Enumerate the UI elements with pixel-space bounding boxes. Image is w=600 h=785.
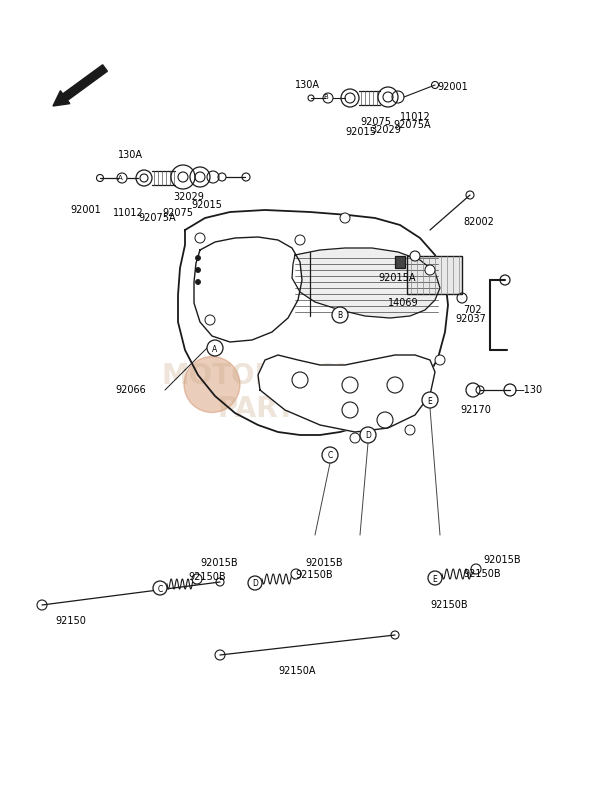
Text: 92075A: 92075A [138, 213, 176, 223]
Text: 130A: 130A [295, 80, 320, 90]
Text: 92015A: 92015A [378, 273, 415, 283]
Text: 702: 702 [463, 305, 482, 315]
Circle shape [422, 392, 438, 408]
Text: 92170: 92170 [460, 405, 491, 415]
Text: 82002: 82002 [463, 217, 494, 227]
Text: 92001: 92001 [70, 205, 101, 215]
Circle shape [435, 355, 445, 365]
Text: 92001: 92001 [437, 82, 468, 92]
Text: B: B [337, 312, 343, 320]
Text: 92150B: 92150B [295, 570, 332, 580]
Text: —130: —130 [515, 385, 543, 395]
Text: 92015B: 92015B [200, 558, 238, 568]
Text: A: A [118, 175, 122, 181]
Circle shape [291, 569, 301, 579]
Circle shape [342, 402, 358, 418]
Circle shape [410, 251, 420, 261]
Circle shape [471, 564, 481, 574]
Text: 32029: 32029 [173, 192, 204, 202]
Circle shape [195, 233, 205, 243]
Text: 92037: 92037 [455, 314, 486, 324]
Text: 92150B: 92150B [463, 569, 500, 579]
Polygon shape [178, 210, 448, 435]
Text: 92150B: 92150B [188, 572, 226, 582]
Text: B: B [323, 94, 328, 100]
Circle shape [428, 571, 442, 585]
Circle shape [332, 307, 348, 323]
Circle shape [360, 427, 376, 443]
Circle shape [196, 255, 200, 261]
Bar [395, 256, 405, 268]
Text: 92150: 92150 [55, 616, 86, 626]
FancyArrow shape [53, 65, 107, 106]
Circle shape [248, 576, 262, 590]
Text: 11012: 11012 [400, 112, 431, 122]
Circle shape [207, 340, 223, 356]
Text: C: C [157, 585, 163, 593]
Text: 92150B: 92150B [430, 600, 467, 610]
Text: 92015: 92015 [191, 200, 222, 210]
Circle shape [153, 581, 167, 595]
Text: 14069: 14069 [388, 298, 419, 308]
Text: D: D [365, 432, 371, 440]
Text: C: C [328, 451, 332, 461]
Circle shape [387, 377, 403, 393]
Text: 92075A: 92075A [393, 120, 431, 130]
Text: 92015B: 92015B [483, 555, 521, 565]
Polygon shape [258, 355, 435, 432]
Circle shape [192, 574, 202, 584]
Text: MOTORCYCLE
PARTS: MOTORCYCLE PARTS [161, 363, 373, 422]
Text: 92066: 92066 [115, 385, 146, 395]
Text: 32029: 32029 [370, 125, 401, 135]
Text: 130A: 130A [118, 150, 143, 160]
Circle shape [405, 425, 415, 435]
Text: 92075: 92075 [162, 208, 193, 218]
Text: 92015: 92015 [345, 127, 376, 137]
Text: A: A [212, 345, 218, 353]
Circle shape [340, 213, 350, 223]
Polygon shape [292, 248, 440, 318]
Text: D: D [252, 579, 258, 589]
Circle shape [295, 235, 305, 245]
Polygon shape [194, 237, 302, 342]
Circle shape [342, 377, 358, 393]
Circle shape [377, 412, 393, 428]
Circle shape [292, 372, 308, 388]
Circle shape [350, 433, 360, 443]
Circle shape [196, 279, 200, 284]
Circle shape [322, 447, 338, 463]
Bar [407, 256, 462, 294]
Text: 92150A: 92150A [278, 666, 316, 676]
Text: 92075: 92075 [360, 117, 391, 127]
Text: E: E [428, 396, 433, 406]
Circle shape [205, 315, 215, 325]
Text: E: E [433, 575, 437, 583]
Circle shape [425, 265, 435, 275]
Text: 11012: 11012 [113, 208, 144, 218]
Circle shape [196, 268, 200, 272]
Text: 92015B: 92015B [305, 558, 343, 568]
Circle shape [184, 356, 240, 412]
